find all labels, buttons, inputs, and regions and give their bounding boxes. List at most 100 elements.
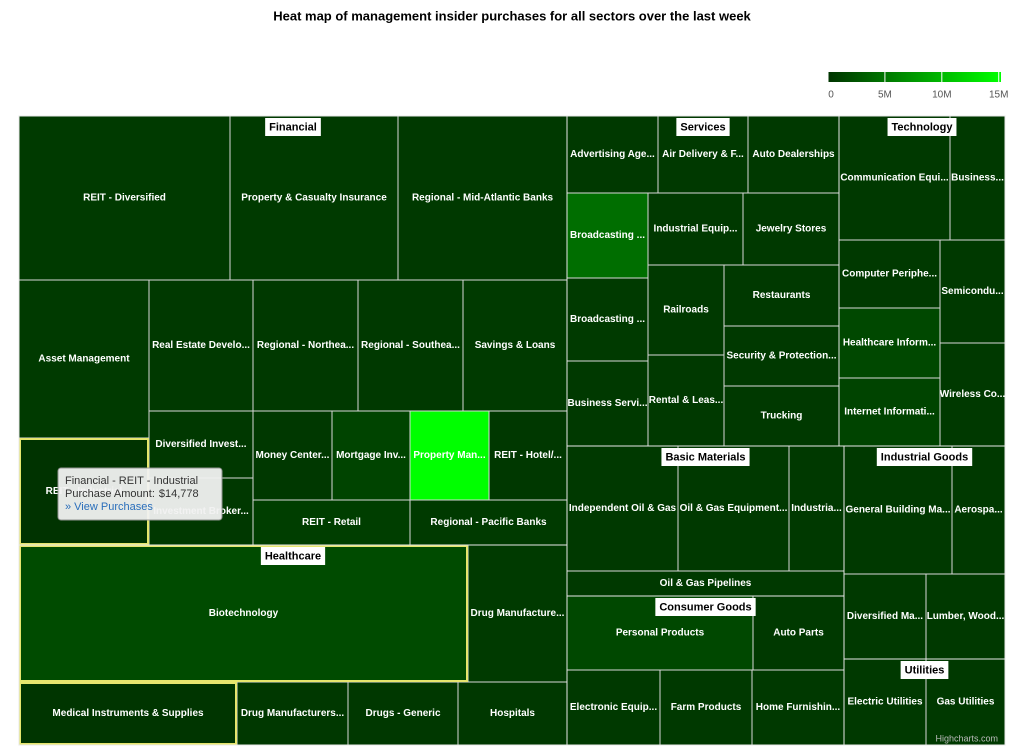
cell-highlight (19, 682, 237, 745)
cell-label: Business... (951, 173, 1004, 184)
cell-label: Broadcasting ... (570, 230, 645, 241)
credits: Highcharts.com (935, 733, 998, 743)
cell-label: Restaurants (753, 290, 811, 301)
cell-label: Personal Products (616, 628, 705, 639)
tooltip-label: Purchase Amount: (65, 488, 155, 500)
cell-label: Oil & Gas Pipelines (660, 578, 752, 589)
sector-label: Basic Materials (665, 451, 745, 463)
treemap-cell (747, 115, 840, 194)
treemap-cell (252, 410, 333, 501)
treemap-cell (788, 445, 845, 572)
treemap-cell (467, 544, 568, 683)
tooltip-title: Financial - REIT - Industrial (65, 475, 198, 487)
sector-label-bg (876, 448, 973, 466)
cell-label: Railroads (663, 305, 709, 316)
cell-label: Jewelry Stores (756, 224, 827, 235)
treemap-cell (647, 192, 744, 266)
treemap-cell (18, 115, 231, 281)
sector-label: Utilities (905, 664, 945, 676)
treemap-cell (252, 499, 411, 546)
sector-label: Consumer Goods (659, 601, 751, 613)
treemap-cell (566, 445, 679, 572)
sector-label: Industrial Goods (881, 451, 968, 463)
sector-border (843, 658, 1006, 746)
treemap-cell (566, 360, 649, 447)
cell-label: Diversified Ma... (847, 611, 923, 622)
cell-label: Savings & Loans (475, 340, 556, 351)
treemap-cell (488, 410, 568, 501)
cell-label: Wireless Co... (940, 389, 1006, 400)
treemap-cell (409, 410, 490, 501)
cell-label: Electronic Equip... (570, 702, 657, 713)
cell-label: Air Delivery & F... (662, 149, 744, 160)
cell-label: REIT - Hotel/... (494, 450, 562, 461)
treemap-cell (347, 681, 459, 746)
cell-label: Property & Casualty Insurance (241, 193, 387, 204)
cell-label: Computer Periphe... (842, 269, 937, 280)
cell-label: Farm Products (671, 702, 742, 713)
cell-label: Aerospa... (954, 505, 1003, 516)
treemap-cell (925, 573, 1006, 660)
cell-highlight (19, 545, 468, 682)
cell-label: Auto Dealerships (752, 149, 835, 160)
cell-label: Diversified Invest... (155, 439, 246, 450)
sector-label-bg (676, 118, 730, 136)
cell-label: Gas Utilities (937, 697, 995, 708)
cell-label: Biotechnology (209, 608, 279, 619)
treemap-cell (566, 115, 659, 194)
treemap-cell (566, 570, 845, 597)
cell-label: Semicondu... (941, 286, 1003, 297)
treemap-cell (751, 669, 845, 746)
sector-label-bg (887, 118, 957, 136)
cell-label: Home Furnishin... (756, 702, 841, 713)
cell-label: Regional - Mid-Atlantic Banks (412, 193, 554, 204)
treemap-cell (723, 325, 840, 387)
treemap-cell (252, 279, 359, 412)
treemap-cell (409, 499, 568, 546)
sector-label-bg (900, 661, 949, 679)
treemap-cell (647, 354, 725, 447)
cell-label: Hospitals (490, 708, 535, 719)
cell-label: Regional - Southea... (361, 340, 460, 351)
cell-label: Mortgage Inv... (336, 450, 406, 461)
color-legend (828, 72, 1001, 82)
tooltip-link[interactable]: » View Purchases (65, 501, 153, 513)
cell-label: Internet Informati... (844, 407, 935, 418)
treemap-cell (18, 681, 238, 746)
treemap-cell (723, 264, 840, 327)
cell-label: Drug Manufacturers... (241, 708, 345, 719)
tooltip-value: $14,778 (159, 488, 199, 500)
cell-label: REIT - Diversified (83, 193, 166, 204)
sector-label: Healthcare (265, 550, 321, 562)
cell-label: Broadcasting ... (570, 314, 645, 325)
cell-label: Drug Manufacture... (471, 608, 565, 619)
treemap-cell (397, 115, 568, 281)
legend-tick-label: 0 (828, 90, 834, 101)
sector-label: Services (680, 121, 725, 133)
treemap-cell (18, 544, 469, 683)
treemap-cell (457, 681, 568, 746)
cell-label: Rental & Leas... (649, 395, 724, 406)
cell-label: Industrial Equip... (654, 224, 738, 235)
sector-label-bg (260, 547, 326, 565)
cell-label: Regional - Pacific Banks (430, 517, 547, 528)
cell-label: Property Man... (413, 450, 485, 461)
treemap-cell (843, 445, 953, 575)
treemap-cell (357, 279, 464, 412)
sector-label: Financial (269, 121, 317, 133)
treemap-cell (838, 115, 951, 241)
legend-tick-label: 10M (932, 90, 951, 101)
treemap-cell (647, 264, 725, 356)
sector-label: Technology (892, 121, 954, 133)
legend-tick-label: 5M (878, 90, 892, 101)
cell-label: Security & Protection... (726, 351, 836, 362)
legend-tick-label: 15M (989, 90, 1008, 101)
cell-label: Trucking (761, 411, 803, 422)
cell-label: Lumber, Wood... (927, 611, 1005, 622)
cell-label: Regional - Northea... (257, 340, 354, 351)
treemap-cell (18, 279, 150, 439)
treemap-cell (148, 279, 254, 412)
cell-label: Asset Management (38, 354, 130, 365)
sector-label-bg (661, 448, 750, 466)
